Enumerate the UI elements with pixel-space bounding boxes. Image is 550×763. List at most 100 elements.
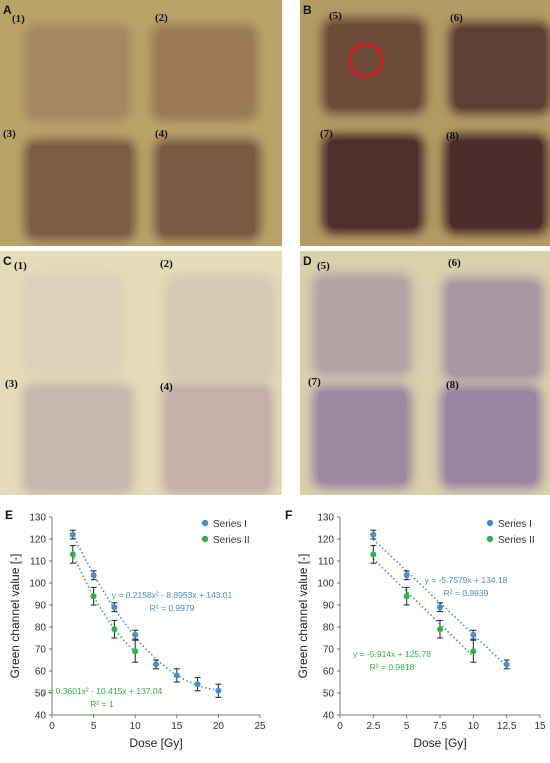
fit-r-squared: R² = 0.9818 (370, 662, 415, 672)
irradiated-field (328, 24, 420, 108)
x-tick-label: 20 (213, 721, 225, 732)
irradiated-field (328, 140, 418, 228)
chart-f: F 40 50 60 70 80 90 100 110 120 130 0 2.5 5 7.5 10 12.5 1… (282, 505, 550, 758)
irradiated-field (157, 30, 252, 115)
data-point (215, 687, 222, 694)
y-tick-label: 40 (323, 711, 335, 722)
y-axis-label: Green channel value [-] (8, 554, 22, 679)
trendline-series-2 (372, 558, 474, 657)
field-label: (7) (320, 128, 333, 140)
data-point (90, 593, 97, 600)
fit-r-squared: R² = 1 (90, 699, 114, 709)
irradiated-field (170, 281, 270, 376)
data-point (153, 661, 159, 668)
legend-label: Series II (213, 535, 250, 546)
data-point (69, 531, 76, 538)
field-label: (4) (160, 381, 173, 393)
roi-circle (348, 42, 384, 78)
irradiated-field (30, 145, 130, 235)
field-label: (8) (446, 379, 459, 391)
chart-panel-letter: E (5, 508, 13, 522)
irradiated-field (455, 28, 545, 108)
data-point (437, 626, 443, 633)
chart-e-svg: E 40 50 60 70 80 90 100 110 120 130 0 5 10 15 20 25 Dose … (5, 508, 266, 750)
film-panel-d: D (5) (6) (7) (8) (300, 251, 550, 495)
fit-r-squared: R² = 0.9939 (444, 588, 489, 598)
y-tick-label: 70 (35, 645, 47, 656)
field-label: (3) (5, 378, 18, 390)
field-label: (5) (317, 260, 330, 272)
x-tick-label: 15 (534, 721, 546, 732)
legend-label: Series I (213, 519, 247, 530)
chart-panel-letter: F (285, 508, 292, 522)
y-tick-label: 120 (317, 535, 334, 546)
x-tick-label: 10 (468, 721, 480, 732)
irradiated-field (168, 389, 268, 489)
data-point (173, 672, 180, 679)
data-point (403, 572, 410, 579)
x-tick-label: 25 (254, 721, 266, 732)
data-point (403, 593, 410, 600)
x-tick-label: 0 (337, 721, 343, 732)
field-label: (8) (446, 130, 459, 142)
trendline-series-2 (72, 553, 136, 653)
data-point (370, 531, 377, 538)
irradiated-field (318, 391, 406, 483)
y-tick-label: 110 (30, 557, 46, 568)
data-point (111, 626, 118, 633)
y-tick-label: 100 (317, 579, 334, 590)
irradiated-field (448, 283, 538, 375)
x-tick-label: 15 (171, 721, 183, 732)
chart-e: E 40 50 60 70 80 90 100 110 120 130 0 5 10 15 20 25 Dose … (0, 505, 275, 758)
panel-letter: C (3, 254, 12, 268)
film-panel-b: B (5) (6) (7) (8) (300, 0, 550, 246)
data-point (437, 604, 443, 611)
x-axis-label: Dose [Gy] (129, 736, 182, 750)
data-point (470, 631, 477, 638)
irradiated-field (446, 391, 536, 483)
y-tick-label: 100 (29, 579, 46, 590)
y-tick-label: 120 (29, 535, 46, 546)
field-label: (1) (12, 13, 25, 25)
x-tick-label: 7.5 (433, 721, 447, 732)
field-label: (4) (155, 128, 168, 140)
field-label: (6) (450, 12, 463, 24)
fit-r-squared: R² = 0.9979 (150, 603, 195, 613)
x-tick-label: 2.5 (366, 721, 380, 732)
data-point (111, 604, 118, 611)
trendline-series-1 (372, 538, 508, 667)
film-panel-c: C (1) (2) (3) (4) (0, 251, 282, 495)
y-tick-label: 110 (318, 557, 334, 568)
y-tick-label: 80 (35, 623, 47, 634)
data-point (90, 572, 97, 579)
y-tick-label: 60 (35, 667, 47, 678)
irradiated-field (318, 279, 406, 371)
field-label: (2) (155, 12, 168, 24)
irradiated-field (28, 279, 118, 369)
x-tick-label: 5 (91, 721, 97, 732)
irradiated-field (450, 140, 542, 228)
data-point (132, 631, 139, 638)
field-label: (3) (3, 128, 16, 140)
trendline-series-1 (72, 533, 219, 691)
y-tick-label: 130 (317, 513, 334, 524)
y-tick-label: 80 (323, 623, 335, 634)
field-label: (7) (308, 376, 321, 388)
data-point (132, 648, 139, 655)
data-point (69, 551, 76, 558)
fit-equation: y = 0.2158x² - 8.8953x + 143.01 (112, 590, 233, 600)
data-point (470, 648, 477, 655)
legend-marker (486, 535, 494, 543)
legend-label: Series I (498, 519, 532, 530)
legend-marker (486, 519, 494, 527)
y-tick-label: 130 (29, 513, 46, 524)
field-label: (6) (448, 257, 461, 269)
irradiated-field (30, 30, 125, 115)
panel-letter: B (303, 3, 312, 17)
y-tick-label: 50 (35, 689, 47, 700)
y-tick-label: 90 (323, 601, 335, 612)
legend-marker (201, 535, 209, 543)
data-point (194, 681, 201, 688)
x-tick-label: 0 (49, 721, 55, 732)
x-tick-label: 5 (404, 721, 410, 732)
